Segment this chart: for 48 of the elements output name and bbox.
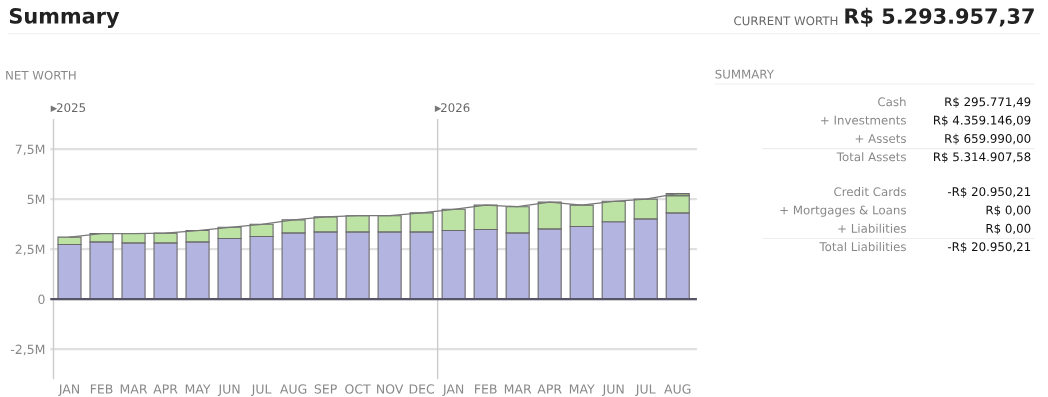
- x-tick-label: JAN: [58, 384, 79, 396]
- x-tick-label: FEB: [90, 384, 113, 394]
- text: R$ 659.990,00: [945, 133, 1031, 145]
- text: R$ 4.359.146,09: [934, 115, 1031, 127]
- y-tick-label: -2,5M: [10, 344, 45, 356]
- text: + Investments: [821, 115, 906, 125]
- text: R$ 5.314.907,58: [934, 152, 1031, 163]
- x-tick-label: NOV: [377, 384, 404, 394]
- text: R$ 0,00: [986, 223, 1031, 235]
- text: Credit Cards: [834, 186, 906, 197]
- x-tick-label: AUG: [279, 384, 307, 394]
- x-tick-label: SEP: [314, 384, 337, 394]
- text: SUMMARY: [715, 69, 774, 79]
- x-tick-label: APR: [153, 384, 178, 394]
- y-tick-label: 7,5M: [15, 144, 45, 156]
- x-tick-label: DEC: [409, 384, 435, 394]
- text: -R$ 20.950,21: [947, 242, 1031, 253]
- text: R$ 0,00: [986, 205, 1031, 217]
- x-tick-label: JAN: [442, 384, 464, 396]
- x-tick-label: MAR: [120, 384, 148, 394]
- text: + Liabilities: [838, 223, 906, 233]
- x-tick-label: JUN: [601, 384, 624, 396]
- x-tick-label: JUL: [251, 384, 272, 396]
- x-tick-label: FEB: [475, 384, 497, 394]
- x-tick-label: MAY: [569, 384, 595, 394]
- x-tick-label: AUG: [664, 384, 691, 394]
- text: Total Liabilities: [819, 242, 906, 252]
- text: Total Assets: [836, 152, 906, 162]
- text: -R$ 20.950,21: [947, 186, 1031, 198]
- text: Summary: [9, 7, 120, 28]
- text: R$ 295.771,49: [945, 97, 1031, 108]
- x-tick-label: MAY: [185, 384, 211, 394]
- x-tick-label: JUN: [217, 384, 240, 396]
- y-tick-label: 5M: [27, 194, 45, 205]
- text: + Mortgages & Loans: [780, 205, 906, 217]
- y-tick-label: 0: [38, 294, 45, 305]
- x-tick-label: APR: [537, 384, 562, 394]
- text: CURRENT WORTH: [734, 16, 838, 26]
- text: Cash: [878, 97, 906, 107]
- x-tick-label: MAR: [504, 384, 532, 394]
- text: 2025: [56, 103, 86, 113]
- chart-title: NET WORTH: [6, 70, 76, 80]
- text: + Assets: [855, 134, 906, 143]
- x-tick-label: JUL: [635, 384, 656, 396]
- text: R$ 5.293.957,37: [845, 7, 1034, 27]
- text: 2026: [441, 103, 470, 113]
- y-tick-label: 2,5M: [15, 244, 45, 256]
- x-tick-label: OCT: [345, 384, 371, 394]
